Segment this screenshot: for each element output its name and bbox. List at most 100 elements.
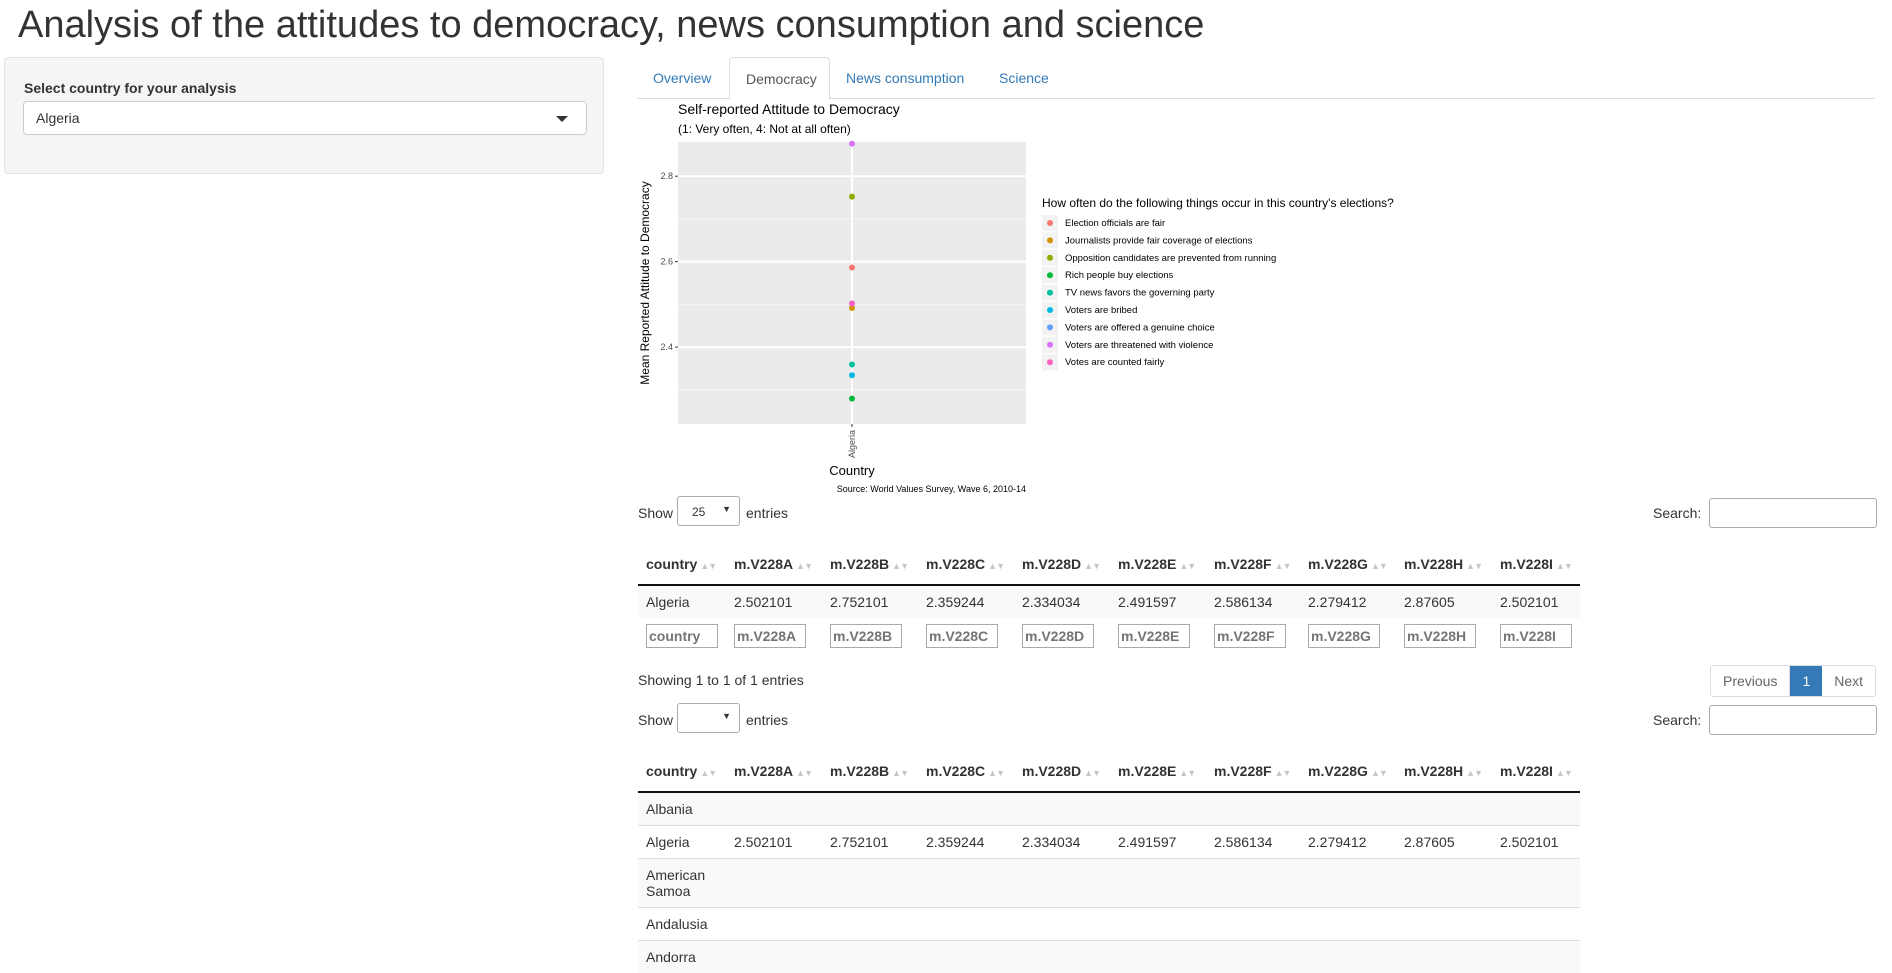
sort-icon: ▲▼ (1179, 561, 1195, 571)
filter-cell (1300, 618, 1396, 654)
table1-entries-label: entries (746, 505, 788, 521)
legend-label: Voters are bribed (1065, 305, 1137, 316)
table-cell (918, 908, 1014, 941)
filter-cell (726, 618, 822, 654)
table-cell: 2.491597 (1110, 826, 1206, 859)
data-point (849, 300, 855, 306)
table-cell: 2.491597 (1110, 585, 1206, 618)
table-cell (1396, 941, 1492, 973)
table1-col-header[interactable]: m.V228I▲▼ (1492, 544, 1580, 585)
legend-label: Opposition candidates are prevented from… (1065, 253, 1276, 264)
table-cell (1492, 908, 1580, 941)
next-page-button[interactable]: Next (1822, 666, 1875, 696)
table2-length-select[interactable]: ▼ (677, 703, 740, 733)
sort-icon: ▲▼ (700, 768, 716, 778)
table-cell: 2.502101 (726, 826, 822, 859)
legend-swatch (1047, 272, 1053, 278)
table1-col-header-label: country (646, 556, 697, 572)
table-row: Andalusia (638, 908, 1580, 941)
table1-col-header[interactable]: m.V228B▲▼ (822, 544, 918, 585)
table-cell: 2.586134 (1206, 585, 1300, 618)
table-cell: Algeria (638, 585, 726, 618)
column-filter-input[interactable] (830, 624, 902, 648)
column-filter-input[interactable] (1118, 624, 1190, 648)
column-filter-input[interactable] (646, 624, 718, 648)
legend-label: Journalists provide fair coverage of ele… (1065, 235, 1253, 246)
table1-col-header-label: m.V228H (1404, 556, 1463, 572)
table1-col-header[interactable]: m.V228A▲▼ (726, 544, 822, 585)
sort-icon: ▲▼ (1275, 561, 1291, 571)
data-point (849, 265, 855, 271)
table2-col-header[interactable]: m.V228B▲▼ (822, 751, 918, 792)
column-filter-input[interactable] (1500, 624, 1572, 648)
table2-col-header[interactable]: m.V228G▲▼ (1300, 751, 1396, 792)
legend-label: TV news favors the governing party (1065, 288, 1215, 299)
table2-header-row: country▲▼m.V228A▲▼m.V228B▲▼m.V228C▲▼m.V2… (638, 751, 1580, 792)
table2-search-label: Search: (1653, 712, 1701, 728)
table-cell (1206, 941, 1300, 973)
page-1-button[interactable]: 1 (1790, 666, 1822, 696)
column-filter-input[interactable] (1022, 624, 1094, 648)
table2-col-header-label: m.V228D (1022, 763, 1081, 779)
previous-page-button[interactable]: Previous (1711, 666, 1790, 696)
table-cell (822, 908, 918, 941)
table2-col-header[interactable]: m.V228I▲▼ (1492, 751, 1580, 792)
table2-col-header[interactable]: m.V228C▲▼ (918, 751, 1014, 792)
table-cell: 2.334034 (1014, 585, 1110, 618)
table2-col-header-label: m.V228G (1308, 763, 1368, 779)
table1-col-header[interactable]: m.V228H▲▼ (1396, 544, 1492, 585)
table2-col-header[interactable]: country▲▼ (638, 751, 726, 792)
table1-length-select[interactable]: 25 ▼ (677, 496, 740, 526)
table2-col-header[interactable]: m.V228D▲▼ (1014, 751, 1110, 792)
sort-icon: ▲▼ (700, 561, 716, 571)
table-cell (918, 941, 1014, 973)
filter-cell (1206, 618, 1300, 654)
table2-col-header[interactable]: m.V228A▲▼ (726, 751, 822, 792)
filter-cell (1492, 618, 1580, 654)
column-filter-input[interactable] (1404, 624, 1476, 648)
column-filter-input[interactable] (734, 624, 806, 648)
legend-swatch (1047, 290, 1053, 296)
table-cell (1300, 941, 1396, 973)
table1-col-header[interactable]: m.V228E▲▼ (1110, 544, 1206, 585)
table-cell (1206, 908, 1300, 941)
tab-democracy[interactable]: Democracy (729, 57, 830, 100)
table1-col-header-label: m.V228F (1214, 556, 1272, 572)
table-cell (1110, 792, 1206, 826)
legend-swatch (1047, 359, 1053, 365)
table-cell (1206, 859, 1300, 908)
table2-col-header[interactable]: m.V228E▲▼ (1110, 751, 1206, 792)
table1-col-header[interactable]: m.V228F▲▼ (1206, 544, 1300, 585)
tab-news-consumption[interactable]: News consumption (830, 57, 983, 99)
table2-col-header[interactable]: m.V228F▲▼ (1206, 751, 1300, 792)
filter-cell (638, 618, 726, 654)
table-cell (1300, 792, 1396, 826)
table1-col-header[interactable]: m.V228D▲▼ (1014, 544, 1110, 585)
table-cell (1492, 792, 1580, 826)
sort-icon: ▲▼ (1466, 561, 1482, 571)
table1-search-input[interactable] (1709, 498, 1877, 528)
sort-icon: ▲▼ (892, 768, 908, 778)
tab-science[interactable]: Science (983, 57, 1071, 99)
table1-col-header[interactable]: m.V228C▲▼ (918, 544, 1014, 585)
table2-col-header-label: country (646, 763, 697, 779)
table2-search-input[interactable] (1709, 705, 1877, 735)
table-cell: 2.502101 (1492, 826, 1580, 859)
country-select[interactable]: Algeria (23, 101, 587, 135)
column-filter-input[interactable] (926, 624, 998, 648)
legend-swatch (1047, 220, 1053, 226)
table1-col-header-label: m.V228E (1118, 556, 1176, 572)
filter-cell (1110, 618, 1206, 654)
column-filter-input[interactable] (1214, 624, 1286, 648)
table1-col-header[interactable]: country▲▼ (638, 544, 726, 585)
selected-country-value: Algeria (36, 110, 80, 126)
table-cell (1014, 941, 1110, 973)
table2: country▲▼m.V228A▲▼m.V228B▲▼m.V228C▲▼m.V2… (638, 751, 1580, 973)
tab-overview[interactable]: Overview (637, 57, 729, 99)
table1-col-header[interactable]: m.V228G▲▼ (1300, 544, 1396, 585)
table1-length-value: 25 (692, 505, 705, 519)
legend-label: Votes are counted fairly (1065, 357, 1165, 368)
table2-col-header[interactable]: m.V228H▲▼ (1396, 751, 1492, 792)
legend-label: Election officials are fair (1065, 218, 1165, 229)
column-filter-input[interactable] (1308, 624, 1380, 648)
